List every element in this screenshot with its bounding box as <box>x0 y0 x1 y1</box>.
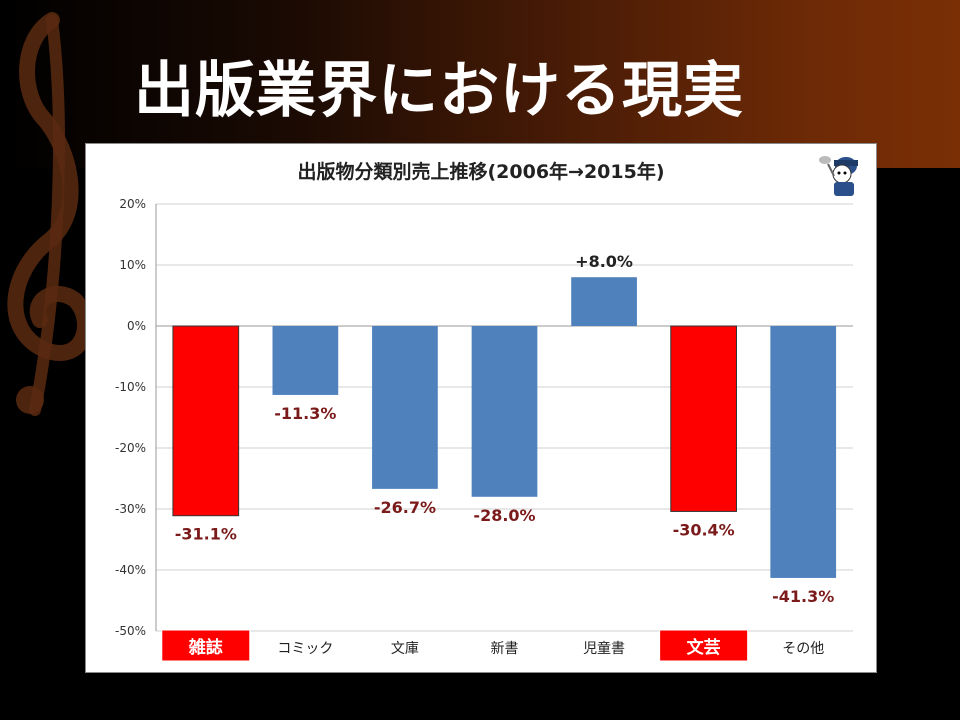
bar-4 <box>471 326 538 497</box>
bar-chart: 出版物分類別売上推移(2006年→2015年) 20% 10% 0% -10% -20%… <box>115 160 853 662</box>
value-label: -31.1% <box>175 525 237 544</box>
y-tick-label: -40% <box>115 563 146 577</box>
bar-7 <box>770 326 837 578</box>
bar-5 <box>571 277 637 326</box>
y-tick-label: -30% <box>115 502 146 516</box>
category-label: 児童書 <box>583 640 625 657</box>
category-label: 文芸 <box>687 637 721 658</box>
category-label: その他 <box>782 641 824 657</box>
category-label: コミック <box>277 641 333 657</box>
treble-clef-icon <box>7 12 93 416</box>
category-label: 新書 <box>491 641 519 657</box>
value-label: -26.7% <box>374 498 436 517</box>
value-label: -30.4% <box>673 520 735 539</box>
mascot-icon <box>819 156 858 196</box>
value-label: -11.3% <box>274 404 336 423</box>
category-label: 文庫 <box>391 640 419 657</box>
value-label: +8.0% <box>575 252 633 271</box>
y-tick-label: 20% <box>119 197 146 211</box>
bar-3 <box>372 326 438 489</box>
value-label: -28.0% <box>473 506 535 525</box>
bar-2 <box>272 326 339 395</box>
bar-6 <box>670 325 738 512</box>
y-tick-label: -20% <box>115 441 146 455</box>
y-tick-label: -50% <box>115 624 146 638</box>
chart-title: 出版物分類別売上推移(2006年→2015年) <box>297 160 664 183</box>
highlight-label-bg <box>161 629 251 662</box>
y-tick-label: 0% <box>127 319 146 333</box>
slide-title: 出版業界における現実 <box>134 56 744 126</box>
chart-panel: 出版物分類別売上推移(2006年→2015年) 20% 10% 0% -10% -20%… <box>85 143 877 673</box>
y-tick-label: 10% <box>119 258 146 272</box>
category-label: 雑誌 <box>188 637 223 658</box>
bar-1 <box>172 325 240 517</box>
value-label: -41.3% <box>772 587 834 606</box>
highlight-label-bg <box>659 629 749 662</box>
y-tick-label: -10% <box>115 380 146 394</box>
title-band <box>0 0 960 168</box>
